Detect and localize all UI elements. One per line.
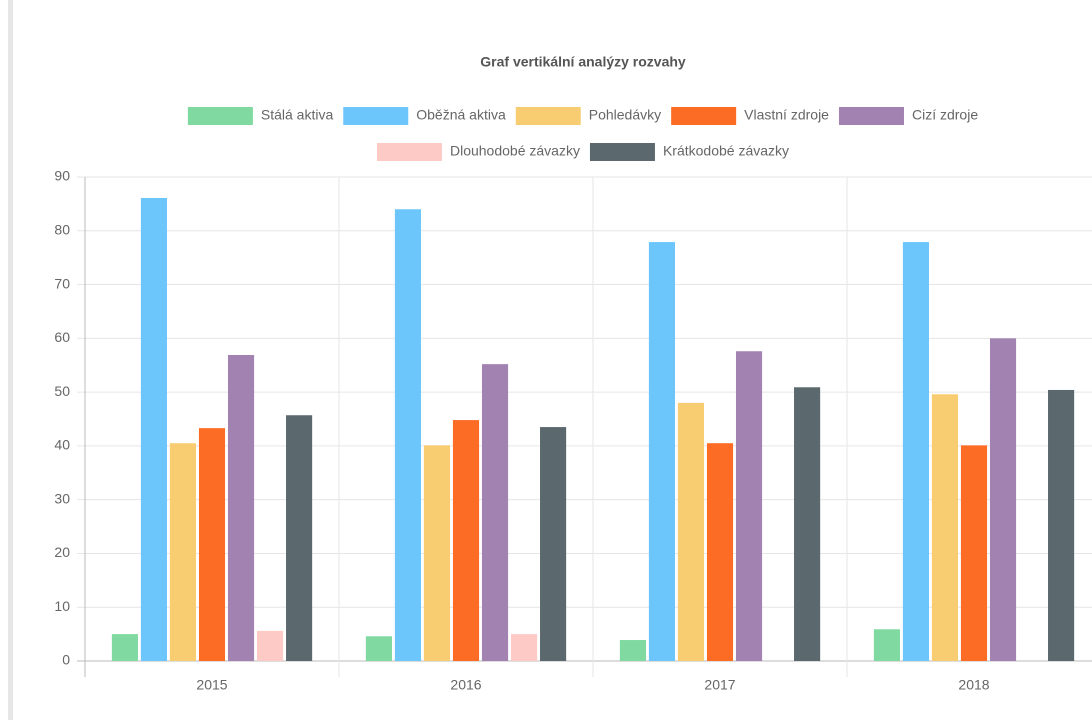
legend-label: Oběžná aktiva	[416, 107, 506, 123]
legend-label: Vlastní zdroje	[744, 107, 829, 123]
bar	[706, 443, 734, 661]
bar	[735, 351, 763, 661]
bar	[619, 640, 646, 661]
bar	[648, 242, 676, 661]
y-tick-label: 0	[62, 652, 70, 668]
y-tick-label: 60	[54, 329, 70, 345]
y-tick-label: 30	[54, 490, 70, 506]
legend-swatch	[343, 107, 409, 125]
x-tick-label: 2015	[196, 677, 227, 693]
bar	[540, 427, 567, 661]
y-tick-label: 20	[54, 544, 70, 560]
bar	[256, 630, 284, 661]
y-tick-label: 80	[54, 221, 70, 237]
bar	[227, 355, 255, 661]
legend-swatch	[515, 107, 581, 125]
legend-label: Pohledávky	[589, 107, 661, 123]
bar	[423, 445, 451, 661]
legend-swatch	[838, 107, 904, 125]
bar	[365, 636, 392, 661]
bar	[989, 338, 1017, 661]
y-tick-label: 40	[54, 437, 70, 453]
bar	[510, 634, 538, 661]
bar	[960, 445, 988, 661]
bar	[452, 420, 480, 661]
bar	[286, 415, 313, 661]
bar	[677, 402, 705, 661]
legend-label: Dlouhodobé závazky	[450, 143, 580, 159]
bar	[902, 242, 930, 661]
bar	[140, 197, 168, 661]
bar	[931, 394, 959, 661]
legend-swatch	[589, 143, 655, 161]
legend-swatch	[671, 107, 737, 125]
legend-label: Krátkodobé závazky	[663, 143, 789, 159]
bar	[394, 209, 422, 661]
y-tick-label: 50	[54, 383, 70, 399]
legend-swatch	[187, 107, 253, 125]
left-border	[8, 0, 13, 720]
chart-title: Graf vertikální analýzy rozvahy	[480, 54, 686, 70]
x-tick-label: 2017	[704, 677, 735, 693]
bar	[111, 634, 138, 661]
bar	[169, 443, 197, 661]
bar	[873, 629, 900, 661]
bar	[1048, 389, 1075, 661]
bar	[794, 387, 821, 661]
legend-label: Stálá aktiva	[261, 107, 334, 123]
y-tick-label: 90	[54, 168, 70, 184]
bar	[198, 428, 226, 661]
y-tick-label: 70	[54, 275, 70, 291]
x-tick-label: 2018	[958, 677, 989, 693]
legend-label: Cizí zdroje	[912, 107, 978, 123]
y-tick-label: 10	[54, 598, 70, 614]
legend-swatch	[376, 143, 442, 161]
bar	[481, 364, 509, 661]
x-tick-label: 2016	[450, 677, 481, 693]
